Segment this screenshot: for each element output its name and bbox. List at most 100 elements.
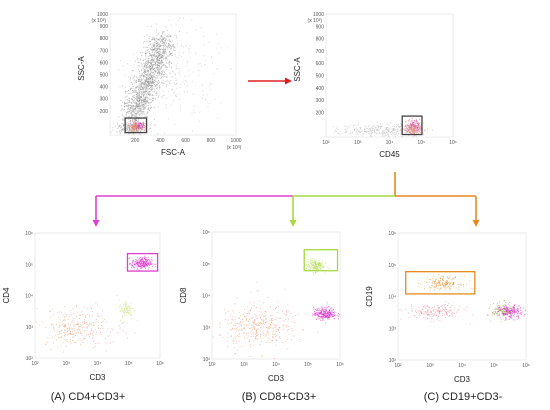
- point: [132, 131, 133, 133]
- point: [159, 87, 161, 89]
- point: [458, 286, 460, 288]
- population-2: [399, 301, 474, 325]
- point: [248, 319, 250, 320]
- point: [448, 278, 450, 280]
- point: [246, 312, 248, 314]
- point: [89, 316, 90, 318]
- point: [406, 132, 407, 134]
- point: [150, 131, 152, 133]
- point: [384, 135, 386, 137]
- point: [328, 316, 330, 317]
- point: [356, 129, 358, 131]
- point: [150, 75, 152, 77]
- point: [130, 88, 131, 90]
- point: [439, 309, 441, 311]
- point: [425, 312, 427, 314]
- point: [125, 93, 127, 94]
- point: [151, 264, 152, 265]
- point: [144, 83, 146, 85]
- point: [388, 125, 389, 126]
- point: [159, 68, 161, 70]
- gate-box[interactable]: [126, 252, 159, 272]
- point: [143, 42, 144, 44]
- point: [132, 114, 134, 116]
- point: [128, 93, 130, 95]
- point: [489, 307, 490, 309]
- point: [269, 326, 271, 328]
- point: [149, 82, 151, 83]
- point: [77, 321, 78, 323]
- point: [125, 304, 127, 306]
- point: [331, 310, 333, 311]
- gate-box[interactable]: [124, 117, 148, 134]
- point: [110, 342, 111, 344]
- point: [128, 127, 130, 128]
- point: [316, 271, 318, 273]
- point: [170, 53, 172, 55]
- point: [321, 320, 323, 321]
- point: [71, 321, 73, 322]
- point: [160, 53, 162, 55]
- point: [148, 83, 150, 85]
- point: [262, 325, 264, 327]
- point: [393, 129, 395, 131]
- point: [449, 310, 451, 312]
- point: [140, 259, 142, 261]
- point: [161, 72, 163, 73]
- point: [234, 319, 236, 320]
- point: [52, 314, 54, 316]
- point: [152, 91, 154, 93]
- point: [275, 344, 277, 346]
- gate-box[interactable]: [303, 249, 339, 272]
- point: [276, 330, 277, 332]
- point: [376, 133, 377, 134]
- point: [82, 324, 84, 326]
- point: [141, 261, 143, 263]
- point: [487, 314, 489, 315]
- point: [154, 264, 156, 266]
- point: [128, 312, 129, 314]
- point: [152, 98, 154, 100]
- point: [174, 50, 176, 51]
- point: [411, 122, 413, 124]
- point: [82, 339, 84, 341]
- point: [235, 336, 237, 337]
- point: [442, 275, 444, 277]
- point: [156, 71, 158, 73]
- point: [516, 312, 518, 313]
- point: [385, 127, 387, 129]
- point: [145, 60, 147, 62]
- point: [438, 307, 440, 309]
- point: [408, 127, 410, 128]
- point: [424, 313, 426, 315]
- point: [146, 264, 148, 265]
- point: [325, 310, 327, 312]
- point: [157, 75, 159, 77]
- point: [268, 334, 270, 336]
- point: [151, 88, 153, 90]
- point: [228, 324, 229, 326]
- point: [261, 341, 262, 342]
- point: [360, 131, 361, 133]
- point: [131, 127, 133, 129]
- gate-box[interactable]: [401, 115, 423, 136]
- point: [144, 126, 146, 128]
- point: [166, 76, 167, 78]
- point: [326, 266, 328, 268]
- point: [128, 307, 130, 308]
- point: [275, 325, 277, 327]
- point: [160, 40, 161, 42]
- point: [130, 314, 131, 315]
- point: [338, 133, 340, 135]
- point: [307, 259, 309, 260]
- point: [260, 334, 261, 336]
- point: [423, 133, 425, 135]
- point: [502, 312, 504, 314]
- point: [260, 323, 262, 324]
- point: [151, 85, 152, 87]
- point: [432, 283, 434, 284]
- point: [408, 128, 410, 130]
- point: [420, 126, 421, 127]
- point: [241, 329, 243, 331]
- point: [368, 129, 370, 131]
